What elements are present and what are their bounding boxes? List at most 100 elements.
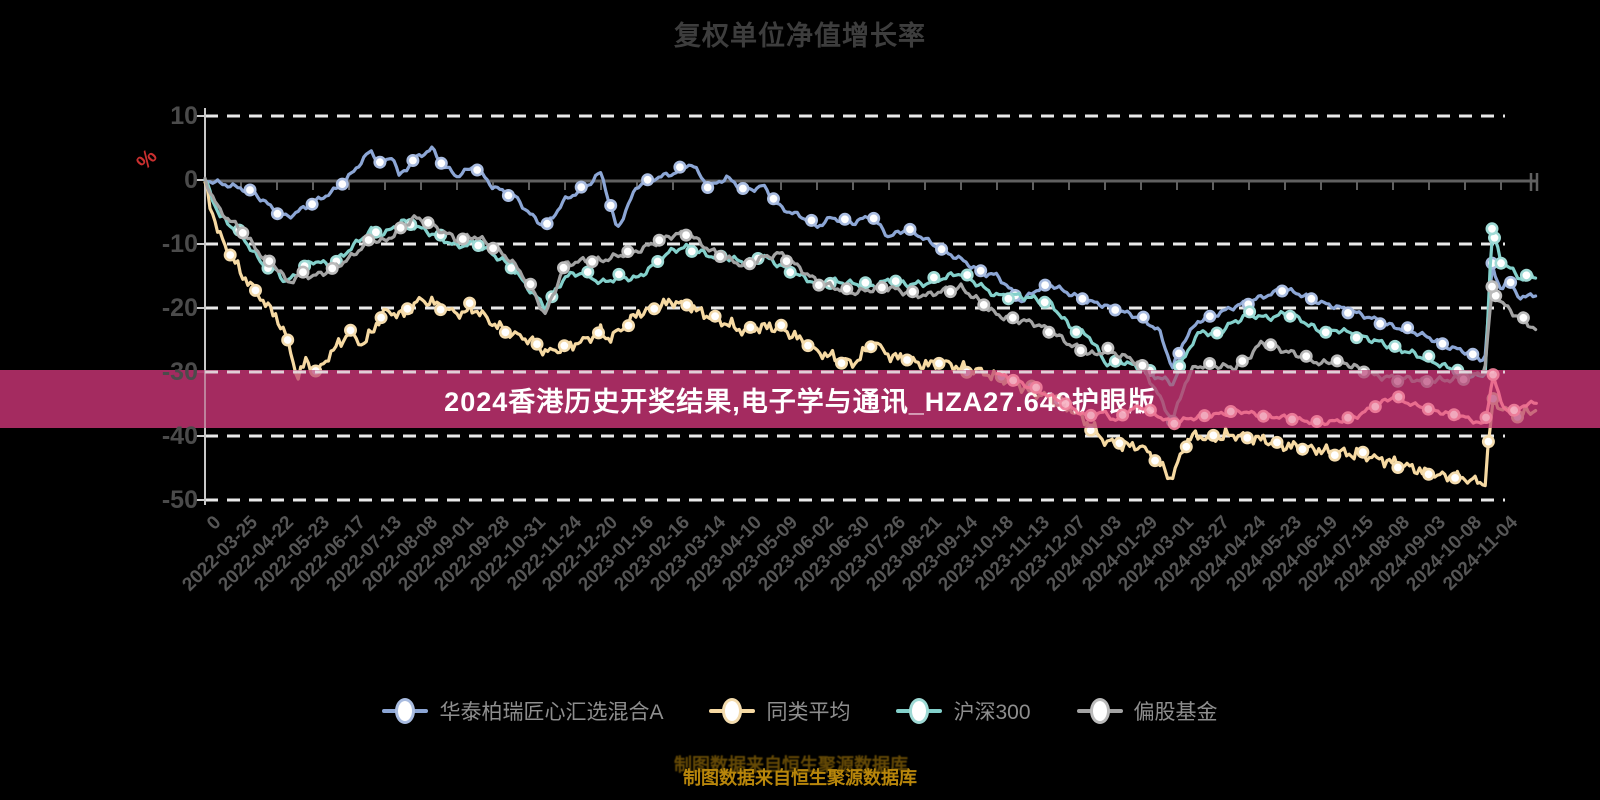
legend: 华泰柏瑞匠心汇选混合A 同类平均 沪深300 偏股基金: [0, 696, 1600, 726]
data-point-marker: [498, 325, 512, 339]
y-axis-label: -40: [161, 422, 198, 450]
data-point-marker: [470, 163, 484, 177]
data-point-marker: [1074, 343, 1088, 357]
data-point-marker: [585, 255, 599, 269]
data-point-marker: [523, 277, 537, 291]
data-point-marker: [394, 221, 408, 235]
data-point-marker: [296, 265, 310, 279]
y-axis-label: -10: [161, 230, 198, 258]
data-point-marker: [604, 199, 618, 213]
data-point-marker: [325, 261, 339, 275]
data-point-marker: [1101, 341, 1115, 355]
data-point-marker: [1203, 356, 1217, 370]
data-point-marker: [680, 298, 694, 312]
data-point-marker: [343, 323, 357, 337]
data-point-marker: [900, 353, 914, 367]
data-point-marker: [621, 319, 635, 333]
data-point-marker: [1330, 354, 1344, 368]
data-point-marker: [362, 233, 376, 247]
data-point-marker: [434, 156, 448, 170]
legend-item-2[interactable]: 沪深300: [896, 696, 1031, 726]
data-point-marker: [1448, 471, 1462, 485]
data-point-marker: [1075, 292, 1089, 306]
data-point-marker: [249, 283, 263, 297]
data-point-marker: [1038, 295, 1052, 309]
data-point-marker: [1296, 442, 1310, 456]
data-point-marker: [1172, 346, 1186, 360]
y-axis-label: 0: [184, 166, 198, 194]
data-point-marker: [864, 340, 878, 354]
data-point-marker: [1042, 325, 1056, 339]
y-axis-label: -30: [161, 358, 198, 386]
data-point-marker: [463, 296, 477, 310]
data-point-marker: [652, 233, 666, 247]
data-point-marker: [1275, 284, 1289, 298]
source-note: 制图数据来自恒生聚源数据库: [683, 768, 917, 788]
data-point-marker: [1516, 311, 1530, 325]
data-point-marker: [621, 245, 635, 259]
data-point-marker: [1283, 309, 1297, 323]
data-point-marker: [1341, 306, 1355, 320]
data-point-marker: [1481, 435, 1495, 449]
data-point-marker: [935, 242, 949, 256]
data-point-marker: [1422, 349, 1436, 363]
data-point-marker: [243, 183, 257, 197]
data-point-marker: [1350, 331, 1364, 345]
data-point-marker: [574, 180, 588, 194]
data-point-marker: [1388, 339, 1402, 353]
data-point-marker: [943, 285, 957, 299]
data-point-marker: [774, 318, 788, 332]
source-note-ghost: 制图数据来自恒生聚源数据库: [674, 755, 908, 775]
data-point-marker: [270, 207, 284, 221]
data-point-marker: [906, 285, 920, 299]
data-point-marker: [766, 192, 780, 206]
data-point-marker: [1270, 435, 1284, 449]
data-point-marker: [1240, 431, 1254, 445]
data-point-marker: [373, 155, 387, 169]
data-point-marker: [540, 217, 554, 231]
data-point-marker: [858, 276, 872, 290]
data-point-marker: [685, 244, 699, 258]
data-point-marker: [1485, 222, 1499, 236]
legend-item-1[interactable]: 同类平均: [709, 696, 850, 726]
data-point-marker: [1504, 275, 1518, 289]
promo-banner[interactable]: 2024香港历史开奖结果,电子学与通讯_HZA27.649护眼版: [0, 370, 1600, 428]
data-point-marker: [374, 311, 388, 325]
data-point-marker: [1235, 354, 1249, 368]
data-point-marker: [1112, 436, 1126, 450]
data-point-marker: [673, 160, 687, 174]
data-point-marker: [236, 226, 250, 240]
legend-item-label: 沪深300: [953, 701, 1031, 724]
promo-banner-text: 2024香港历史开奖结果,电子学与通讯_HZA27.649护眼版: [444, 386, 1156, 417]
data-point-marker: [1485, 280, 1499, 294]
legend-item-label: 同类平均: [766, 701, 851, 724]
data-point-marker: [903, 222, 917, 236]
data-point-marker: [400, 302, 414, 316]
data-point-marker: [1401, 321, 1415, 335]
data-point-marker: [1136, 310, 1150, 324]
y-axis-label: -20: [161, 294, 198, 322]
data-point-marker: [335, 177, 349, 191]
data-point-marker: [1299, 349, 1313, 363]
data-point-marker: [281, 333, 295, 347]
data-point-marker: [1203, 309, 1217, 323]
data-point-marker: [591, 326, 605, 340]
legend-marker-icon: [1076, 698, 1123, 724]
legend-item-3[interactable]: 偏股基金: [1076, 696, 1218, 726]
data-point-marker: [834, 356, 848, 370]
data-point-marker: [1001, 292, 1015, 306]
data-point-marker: [456, 232, 470, 246]
legend-marker-icon: [896, 698, 943, 724]
data-point-marker: [421, 216, 435, 230]
data-point-marker: [801, 339, 815, 353]
data-point-marker: [974, 264, 988, 278]
legend-item-0[interactable]: 华泰柏瑞匠心汇选混合A: [382, 696, 663, 726]
data-point-marker: [804, 213, 818, 227]
data-point-marker: [1328, 448, 1342, 462]
data-point-marker: [651, 254, 665, 268]
data-point-marker: [501, 189, 515, 203]
data-point-marker: [1494, 256, 1508, 270]
legend-item-label: 偏股基金: [1133, 701, 1218, 724]
data-point-marker: [1304, 292, 1318, 306]
data-point-marker: [612, 267, 626, 281]
